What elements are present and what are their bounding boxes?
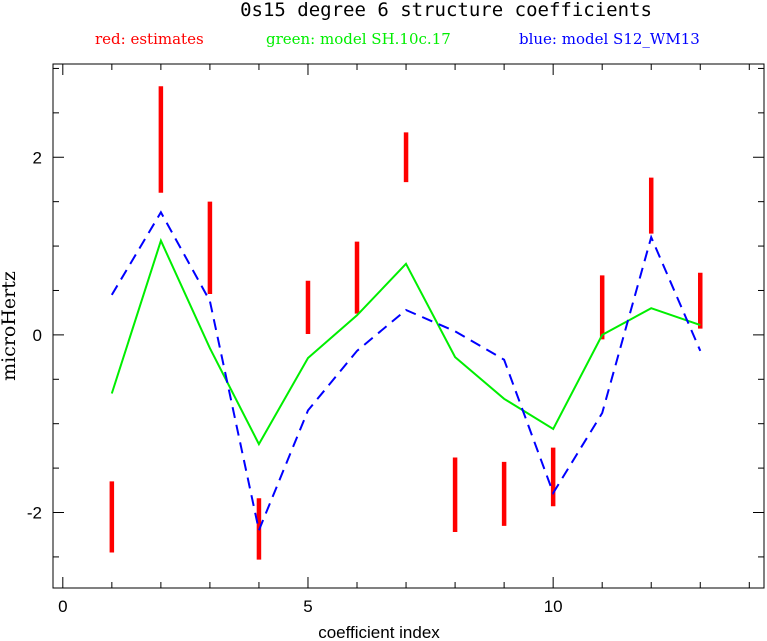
series-line-s12wm13: [110, 210, 702, 534]
legend-estimates: red: estimates: [95, 30, 204, 48]
legend-model-sh10c17: green: model SH.10c.17: [266, 30, 451, 48]
y-tick-label: 2: [33, 148, 42, 167]
legend-model-s12wm13: blue: model S12_WM13: [519, 30, 700, 48]
x-tick-label: 10: [544, 597, 563, 616]
plot-frame: [52, 63, 765, 589]
chart-title: 0s15 degree 6 structure coefficients: [240, 0, 652, 21]
y-tick-label: -2: [27, 504, 42, 523]
y-tick-label: 0: [33, 326, 42, 345]
axis-ticks: [53, 64, 764, 588]
y-tick-labels: -2 0 2: [27, 148, 42, 522]
x-tick-label: 0: [58, 597, 67, 616]
x-axis-label: coefficient index: [318, 623, 440, 641]
series-layer: [109, 86, 703, 560]
x-tick-label: 5: [303, 597, 312, 616]
series-line-sh10c17: [110, 237, 701, 447]
y-axis-label: microHertz: [0, 271, 20, 381]
x-tick-labels: 0 5 10: [58, 597, 563, 616]
